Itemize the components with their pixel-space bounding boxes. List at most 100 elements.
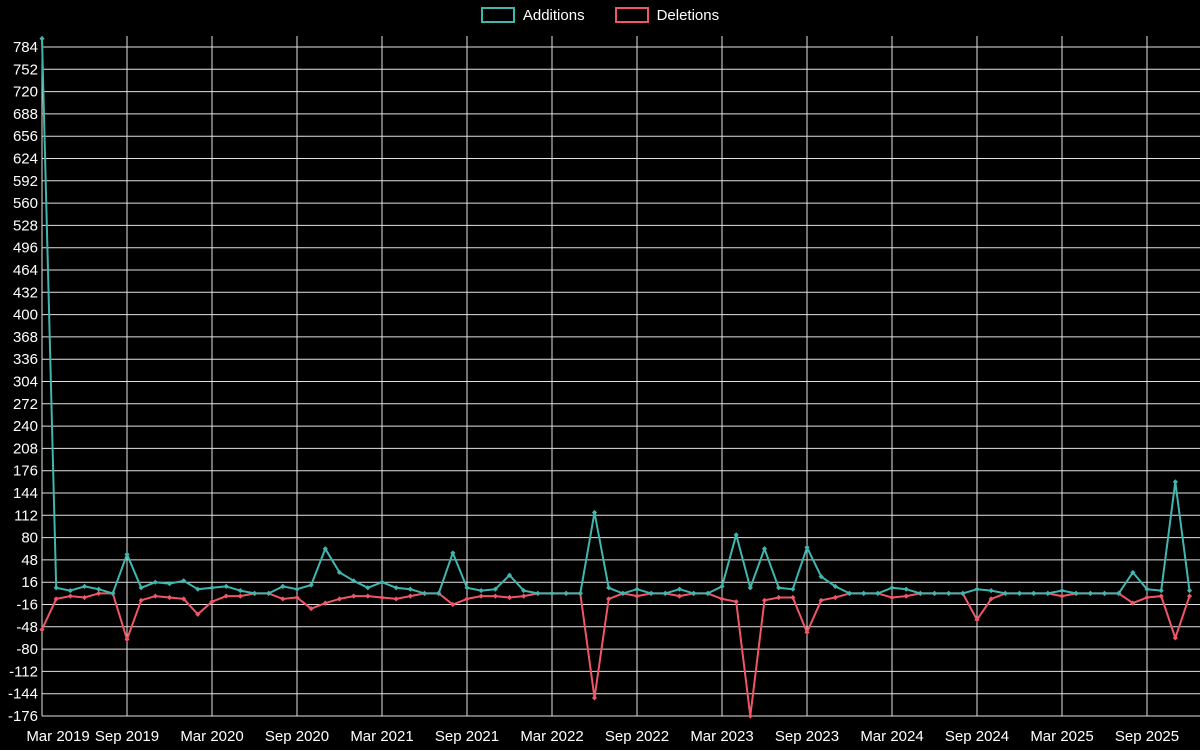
y-tick-label: 368 bbox=[13, 329, 38, 346]
additions-point-marker bbox=[1144, 586, 1150, 592]
x-tick-label: Sep 2023 bbox=[775, 728, 839, 745]
deletions-point-marker bbox=[195, 611, 201, 617]
additions-point-marker bbox=[691, 590, 697, 596]
y-tick-label: 176 bbox=[13, 463, 38, 480]
additions-point-marker bbox=[719, 583, 725, 589]
y-tick-label: 80 bbox=[21, 530, 38, 547]
additions-point-marker bbox=[266, 590, 272, 596]
additions-point-marker bbox=[733, 532, 739, 538]
deletions-point-marker bbox=[53, 596, 59, 602]
x-tick-label: Sep 2025 bbox=[1115, 728, 1179, 745]
deletions-point-marker bbox=[974, 617, 980, 623]
y-tick-label: 272 bbox=[13, 396, 38, 413]
x-tick-label: Sep 2020 bbox=[265, 728, 329, 745]
deletions-point-marker bbox=[676, 593, 683, 599]
x-tick-label: Mar 2019 bbox=[26, 728, 89, 745]
deletions-point-marker bbox=[322, 600, 328, 606]
deletions-point-marker bbox=[67, 593, 73, 599]
additions-point-marker bbox=[535, 590, 541, 596]
deletions-point-marker bbox=[903, 593, 909, 599]
additions-point-marker bbox=[1002, 590, 1008, 596]
x-tick-label: Sep 2021 bbox=[435, 728, 499, 745]
deletions-point-marker bbox=[209, 599, 215, 605]
deletions-point-marker bbox=[237, 593, 243, 599]
deletions-point-marker bbox=[606, 596, 612, 602]
y-tick-label: -176 bbox=[8, 708, 38, 725]
y-tick-label: 592 bbox=[13, 173, 38, 190]
additions-point-marker bbox=[988, 587, 994, 594]
deletions-point-marker bbox=[336, 596, 343, 602]
y-tick-label: 432 bbox=[13, 284, 38, 301]
additions-point-marker bbox=[39, 36, 45, 42]
deletions-point-marker bbox=[124, 636, 130, 642]
deletions-point-marker bbox=[492, 593, 498, 599]
x-tick-label: Mar 2020 bbox=[180, 728, 243, 745]
additions-point-marker bbox=[563, 590, 569, 596]
deletions-point-marker bbox=[804, 629, 810, 635]
x-tick-label: Mar 2021 bbox=[350, 728, 413, 745]
y-tick-label: -48 bbox=[16, 619, 38, 636]
y-tick-label: 496 bbox=[13, 240, 38, 257]
deletions-point-marker bbox=[1172, 635, 1178, 641]
y-tick-label: 752 bbox=[13, 61, 38, 78]
y-tick-label: 112 bbox=[14, 507, 38, 524]
deletions-series-line bbox=[41, 592, 1191, 717]
y-tick-label: 400 bbox=[13, 307, 38, 324]
additions-point-marker bbox=[960, 590, 966, 596]
additions-point-marker bbox=[53, 585, 59, 591]
deletions-point-marker bbox=[181, 596, 187, 602]
additions-point-marker bbox=[110, 590, 116, 596]
deletions-point-marker bbox=[988, 596, 994, 602]
deletions-point-marker bbox=[464, 596, 470, 602]
deletions-point-marker bbox=[1130, 600, 1136, 606]
additions-point-marker bbox=[492, 586, 498, 592]
additions-point-marker bbox=[931, 590, 938, 596]
y-tick-label: -16 bbox=[16, 597, 38, 614]
deletions-point-marker bbox=[776, 594, 782, 601]
deletions-point-marker bbox=[521, 593, 527, 599]
additions-point-marker bbox=[407, 586, 413, 592]
y-tick-label: 240 bbox=[13, 418, 38, 435]
additions-legend-swatch-icon bbox=[480, 7, 515, 23]
deletions-point-marker bbox=[152, 593, 158, 599]
y-tick-label: 624 bbox=[13, 151, 38, 168]
deletions-point-marker bbox=[280, 596, 286, 602]
additions-point-marker bbox=[549, 590, 555, 596]
deletions-point-marker bbox=[365, 593, 371, 599]
deletions-point-marker bbox=[832, 594, 838, 601]
y-tick-label: -144 bbox=[8, 686, 38, 703]
additions-point-marker bbox=[1186, 587, 1193, 594]
additions-point-marker bbox=[1158, 587, 1164, 594]
additions-point-marker bbox=[521, 587, 527, 594]
deletions-point-marker bbox=[719, 596, 725, 602]
deletions-point-marker bbox=[818, 597, 824, 603]
additions-point-marker bbox=[1059, 587, 1065, 594]
deletions-point-marker bbox=[790, 594, 796, 601]
deletions-point-marker bbox=[1186, 593, 1193, 599]
additions-point-marker bbox=[648, 590, 654, 596]
additions-point-marker bbox=[676, 586, 683, 592]
deletions-point-marker bbox=[733, 599, 739, 605]
additions-point-marker bbox=[421, 590, 428, 596]
legend-item-deletions[interactable]: Deletions bbox=[614, 6, 720, 24]
deletions-point-marker bbox=[96, 590, 102, 596]
additions-point-marker bbox=[946, 590, 952, 596]
additions-point-marker bbox=[634, 586, 640, 592]
deletions-point-marker bbox=[39, 626, 45, 633]
additions-point-marker bbox=[322, 546, 328, 552]
legend-item-additions[interactable]: Additions bbox=[480, 7, 585, 23]
y-tick-label: 784 bbox=[13, 39, 38, 56]
y-tick-label: 304 bbox=[13, 374, 38, 391]
deletions-legend-label: Deletions bbox=[656, 6, 720, 24]
additions-point-marker bbox=[903, 586, 909, 592]
deletions-point-marker bbox=[379, 594, 385, 601]
additions-point-marker bbox=[761, 546, 768, 552]
deletions-point-marker bbox=[138, 597, 144, 603]
additions-point-marker bbox=[1116, 590, 1122, 596]
additions-point-marker bbox=[506, 572, 513, 578]
additions-point-marker bbox=[237, 587, 243, 594]
additions-point-marker bbox=[705, 590, 711, 596]
deletions-point-marker bbox=[407, 593, 413, 599]
additions-point-marker bbox=[776, 585, 782, 591]
deletions-point-marker bbox=[450, 601, 456, 608]
